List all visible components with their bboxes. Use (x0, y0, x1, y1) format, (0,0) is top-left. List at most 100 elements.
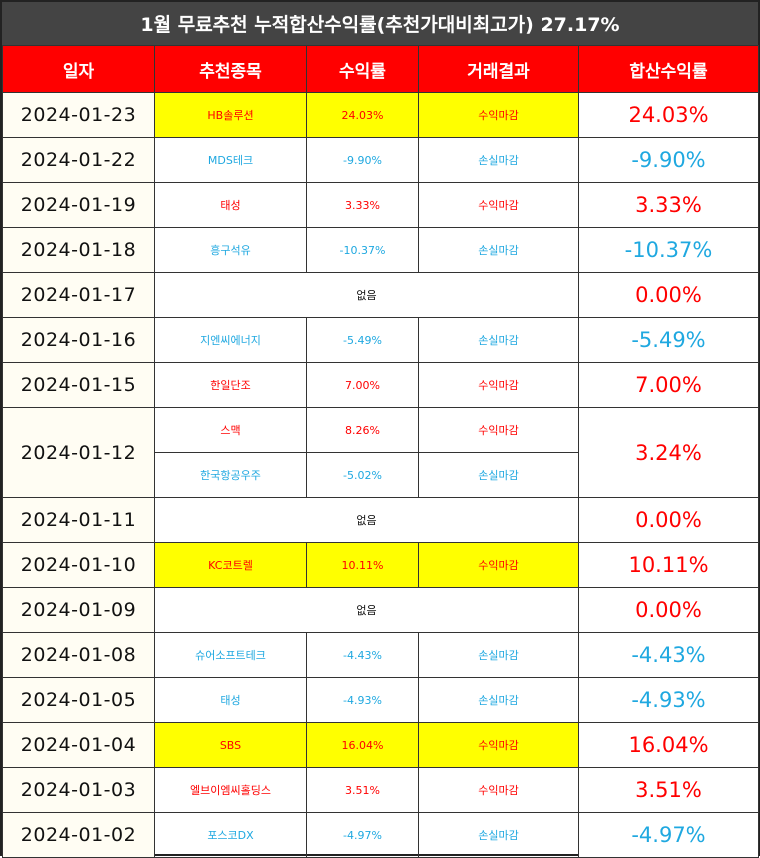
row-date: 2024-01-09 (2, 587, 155, 633)
table-body: 2024-01-23 HB솔루션 24.03% 수익마감 24.03% 2024-01-2… (2, 92, 759, 858)
row-cumulative: 0.00% (578, 497, 759, 543)
row-result: 손실마감 (418, 812, 579, 858)
table-row: 2024-01-08 슈어소프트테크 -4.43% 손실마감 -4.43% (2, 632, 759, 678)
row-date: 2024-01-03 (2, 767, 155, 813)
row-date: 2024-01-15 (2, 362, 155, 408)
table-row: 2024-01-10 KC코트렐 10.11% 수익마감 10.11% (2, 542, 759, 588)
row-return: 3.51% (306, 767, 419, 813)
row-result: 손실마감 (418, 137, 579, 183)
table-row: 2024-01-16 지엔씨에너지 -5.49% 손실마감 -5.49% (2, 317, 759, 363)
row-cumulative: 3.24% (578, 407, 759, 498)
table-row: 2024-01-22 MDS테크 -9.90% 손실마감 -9.90% (2, 137, 759, 183)
row-stock: 한국항공우주 (154, 452, 307, 498)
row-date: 2024-01-19 (2, 182, 155, 228)
row-return: 8.26% (306, 407, 419, 453)
row-date: 2024-01-02 (2, 812, 155, 858)
row-date: 2024-01-11 (2, 497, 155, 543)
table-row: 한국항공우주 -5.02% 손실마감 (3, 452, 759, 498)
row-stock: 포스코DX (154, 812, 307, 858)
row-return: -4.97% (306, 812, 419, 858)
row-stock: KC코트렐 (154, 542, 307, 588)
board-title: 1월 무료추천 누적합산수익률(추천가대비최고가) 27.17% (2, 2, 758, 45)
row-result: 손실마감 (418, 317, 579, 363)
row-date: 2024-01-16 (2, 317, 155, 363)
row-return: -5.02% (306, 452, 419, 498)
row-date: 2024-01-04 (2, 722, 155, 768)
row-return: -9.90% (306, 137, 419, 183)
row-result: 수익마감 (418, 362, 579, 408)
row-date: 2024-01-12 (2, 407, 155, 498)
row-stock: 한일단조 (154, 362, 307, 408)
row-cumulative: -4.97% (578, 812, 759, 858)
table-row: 2024-01-11 없음 0.00% (2, 497, 759, 543)
row-stock: HB솔루션 (154, 92, 307, 138)
row-return: -5.49% (306, 317, 419, 363)
row-none: 없음 (154, 272, 579, 318)
row-result: 손실마감 (418, 677, 579, 723)
row-result: 수익마감 (418, 407, 579, 453)
row-result: 수익마감 (418, 542, 579, 588)
row-cumulative: 0.00% (578, 272, 759, 318)
row-cumulative: -5.49% (578, 317, 759, 363)
row-date: 2024-01-18 (2, 227, 155, 273)
row-return: 16.04% (306, 722, 419, 768)
row-date: 2024-01-10 (2, 542, 155, 588)
header-return: 수익률 (306, 45, 419, 93)
row-stock: 태성 (154, 182, 307, 228)
row-cumulative: -4.93% (578, 677, 759, 723)
row-stock: 슈어소프트테크 (154, 632, 307, 678)
row-result: 손실마감 (418, 227, 579, 273)
row-none: 없음 (154, 587, 579, 633)
row-cumulative: 10.11% (578, 542, 759, 588)
row-result: 수익마감 (418, 767, 579, 813)
row-stock: SBS (154, 722, 307, 768)
header-cumulative: 합산수익률 (578, 45, 759, 93)
table-row: 2024-01-02 포스코DX -4.97% 손실마감 -4.97% (2, 812, 759, 858)
row-return: 24.03% (306, 92, 419, 138)
header-stock: 추천종목 (154, 45, 307, 93)
row-result: 손실마감 (418, 452, 579, 498)
table-row: 2024-01-18 흥구석유 -10.37% 손실마감 -10.37% (2, 227, 759, 273)
table-row: 2024-01-04 SBS 16.04% 수익마감 16.04% (2, 722, 759, 768)
row-cumulative: 7.00% (578, 362, 759, 408)
row-cumulative: 3.33% (578, 182, 759, 228)
row-return: 10.11% (306, 542, 419, 588)
row-cumulative: -9.90% (578, 137, 759, 183)
row-cumulative: -10.37% (578, 227, 759, 273)
row-stock: 스맥 (154, 407, 307, 453)
table-row: 2024-01-12 스맥 8.26% 수익마감 3.24% (2, 407, 759, 498)
row-stock: 엘브이엠씨홀딩스 (154, 767, 307, 813)
row-cumulative: 24.03% (578, 92, 759, 138)
row-cumulative: -4.43% (578, 632, 759, 678)
header-row: 일자 추천종목 수익률 거래결과 합산수익률 (2, 45, 759, 93)
row-result: 수익마감 (418, 182, 579, 228)
table-row: 2024-01-05 태성 -4.93% 손실마감 -4.93% (2, 677, 759, 723)
row-return: -10.37% (306, 227, 419, 273)
table-row: 2024-01-09 없음 0.00% (2, 587, 759, 633)
row-cumulative: 16.04% (578, 722, 759, 768)
row-return: -4.43% (306, 632, 419, 678)
row-stock: MDS테크 (154, 137, 307, 183)
row-result: 손실마감 (418, 632, 579, 678)
row-stock: 지엔씨에너지 (154, 317, 307, 363)
row-result: 수익마감 (418, 722, 579, 768)
row-return: -4.93% (306, 677, 419, 723)
row-stock: 태성 (154, 677, 307, 723)
table-row: 2024-01-23 HB솔루션 24.03% 수익마감 24.03% (2, 92, 759, 138)
row-date: 2024-01-23 (2, 92, 155, 138)
row-none: 없음 (154, 497, 579, 543)
row-cumulative: 0.00% (578, 587, 759, 633)
row-date: 2024-01-08 (2, 632, 155, 678)
table-row: 2024-01-17 없음 0.00% (2, 272, 759, 318)
row-cumulative: 3.51% (578, 767, 759, 813)
row-date: 2024-01-05 (2, 677, 155, 723)
header-result: 거래결과 (418, 45, 579, 93)
row-return: 7.00% (306, 362, 419, 408)
row-date: 2024-01-17 (2, 272, 155, 318)
row-stock: 흥구석유 (154, 227, 307, 273)
table-row: 2024-01-19 태성 3.33% 수익마감 3.33% (2, 182, 759, 228)
row-return: 3.33% (306, 182, 419, 228)
results-table: 일자 추천종목 수익률 거래결과 합산수익률 2024-01-23 HB솔루션 24… (2, 45, 759, 858)
header-date: 일자 (2, 45, 155, 93)
